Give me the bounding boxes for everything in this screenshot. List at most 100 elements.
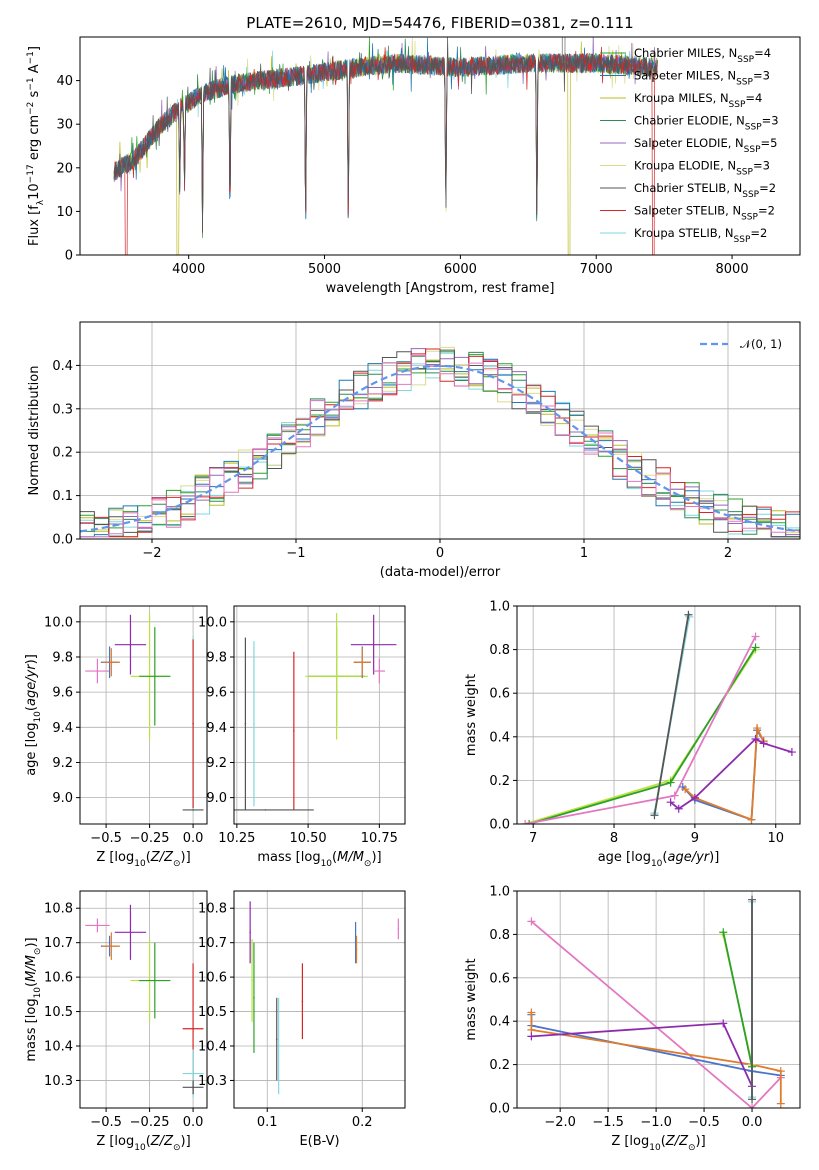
- label-part: 10: [33, 987, 43, 999]
- y-tick-label: 9.2: [206, 756, 227, 771]
- label-part: −17: [26, 164, 36, 183]
- x-tick-label: 8000: [716, 262, 749, 277]
- plus-marker: [527, 917, 536, 926]
- data-point: [192, 1086, 194, 1089]
- y-tick-label: 10.0: [198, 615, 227, 630]
- plus-marker: [674, 804, 683, 813]
- data-point: [192, 1072, 194, 1075]
- y-tick-label: 9.6: [52, 686, 73, 701]
- data-point: [361, 661, 364, 664]
- label-part: mass weight: [464, 958, 479, 1040]
- label-part: =2: [758, 204, 775, 218]
- plus-marker: [666, 778, 675, 787]
- label-part: ⊙: [364, 859, 372, 869]
- label-part: SSP: [744, 145, 761, 155]
- y-tick-label: 0.2: [489, 1058, 510, 1073]
- y-tick-label: 0.0: [489, 1102, 510, 1117]
- weight-line: [722, 932, 753, 1067]
- weight-line: [528, 646, 757, 824]
- x-tick-label: 0.0: [183, 1115, 204, 1130]
- legend-entry: Kroupa MILES, NSSP=4: [634, 91, 762, 110]
- y-tick-label: 1.0: [489, 885, 510, 900]
- y-axis-label: mass [log10(M/M⊙)]: [24, 937, 43, 1061]
- label-part: Chabrier STELIB, N: [634, 181, 742, 195]
- y-tick-label: 0.8: [489, 643, 510, 658]
- label-part: )]: [696, 1134, 706, 1149]
- panel-mass_vs_Z: −0.5 −0.25 0.0 10.3 10.4 10.5 10.6 10.7 10.8 Z [l…: [24, 890, 208, 1153]
- data-point: [129, 643, 132, 646]
- axes-frame: [79, 890, 208, 1109]
- label-part: (data-model)/error: [380, 565, 501, 580]
- label-part: Z/Z: [150, 850, 174, 865]
- label-part: age [log: [24, 723, 39, 776]
- label-part: =3: [753, 69, 770, 83]
- data-point: [355, 948, 358, 951]
- plus-marker: [787, 748, 796, 757]
- label-part: =3: [753, 159, 770, 173]
- label-part: mass [log: [24, 998, 39, 1061]
- y-tick-label: 0.4: [489, 1015, 510, 1030]
- y-tick-label: 9.0: [206, 791, 227, 806]
- plus-marker: [685, 612, 694, 621]
- x-tick-label: −0.5: [688, 1115, 720, 1130]
- label-part: ⊙: [688, 1143, 696, 1153]
- legend-entry: Kroupa ELODIE, NSSP=3: [634, 159, 770, 178]
- x-tick-label: 7: [529, 831, 537, 846]
- label-part: E(B-V): [299, 1134, 339, 1149]
- y-tick-label: 10.4: [44, 1040, 73, 1055]
- label-part: Chabrier MILES, N: [634, 46, 737, 60]
- y-tick-label: 10.0: [44, 615, 73, 630]
- label-part: −2: [26, 102, 36, 115]
- label-part: )]: [24, 654, 39, 664]
- x-tick-label: −2.0: [544, 1115, 576, 1130]
- label-part: )]: [709, 850, 719, 865]
- plus-marker: [525, 820, 534, 824]
- legend-entry: Chabrier MILES, NSSP=4: [634, 46, 771, 65]
- label-part: )]: [181, 850, 191, 865]
- spectrum-line: [113, 46, 658, 255]
- plot-area-mass_vs_Z: [85, 904, 204, 1098]
- label-part: )]: [371, 850, 381, 865]
- plus-marker: [747, 815, 756, 824]
- y-tick-label: 10.8: [44, 902, 73, 917]
- y-tick-label: 0.2: [489, 774, 510, 789]
- y-tick-label: 10.3: [198, 1074, 227, 1089]
- legend-entry: Kroupa STELIB, NSSP=2: [634, 226, 767, 245]
- label-part: (: [662, 850, 667, 865]
- plus-marker: [681, 785, 690, 794]
- plus-marker: [748, 1095, 757, 1104]
- legend-entry: Salpeter STELIB, NSSP=2: [634, 204, 775, 223]
- plot-area-weight_vs_Z: [527, 895, 785, 1108]
- label-part: )]: [181, 1134, 191, 1149]
- plot-area-mass_vs_ebv: [249, 901, 400, 1095]
- plot-area-residuals: [80, 346, 800, 538]
- label-part: SSP: [736, 78, 753, 88]
- x-tick-label: 10: [767, 831, 784, 846]
- data-point: [372, 643, 375, 646]
- label-part: Salpeter MILES, N: [634, 69, 736, 83]
- label-part: 10: [33, 711, 43, 723]
- x-axis-label: (data-model)/error: [380, 565, 501, 580]
- plot-area-age_vs_mass: [234, 613, 397, 811]
- x-axis-label: age [log10(age/yr)]: [598, 850, 720, 869]
- y-tick-label: 0.6: [489, 687, 510, 702]
- plus-marker: [751, 643, 760, 652]
- y-tick-label: 9.4: [52, 721, 73, 736]
- y-tick-label: 0.6: [489, 971, 510, 986]
- plus-marker: [521, 820, 530, 824]
- y-tick-label: 20: [56, 161, 73, 176]
- y-tick-label: 10.8: [198, 902, 227, 917]
- plot-area-spectrum: [113, 37, 658, 255]
- plus-marker: [753, 724, 762, 733]
- y-tick-label: 10.5: [44, 1005, 73, 1020]
- label-part: erg cm: [27, 115, 42, 164]
- x-tick-label: −1: [286, 546, 305, 561]
- label-part: Kroupa STELIB, N: [634, 226, 734, 240]
- label-part: Z [log: [96, 1134, 134, 1149]
- x-tick-label: 0: [436, 546, 444, 561]
- data-point: [96, 924, 99, 927]
- x-tick-label: −0.5: [90, 831, 122, 846]
- data-point: [154, 675, 156, 678]
- y-tick-label: 10.7: [198, 936, 227, 951]
- x-tick-label: −0.25: [130, 1115, 170, 1130]
